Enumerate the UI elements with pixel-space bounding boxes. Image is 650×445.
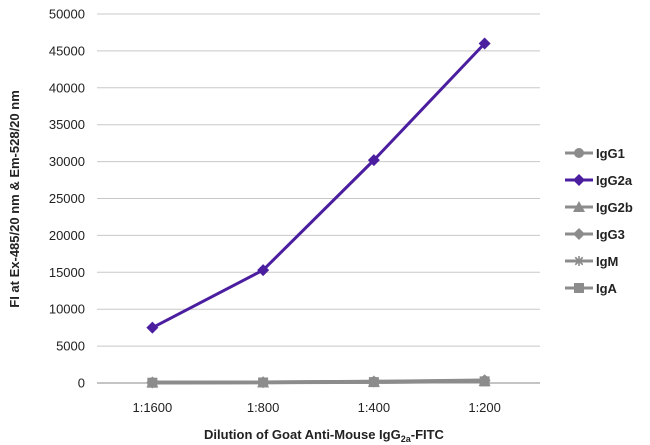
y-tick-label: 25000: [49, 191, 85, 206]
legend-marker-igg2b: [573, 201, 585, 212]
x-tick-label: 1:800: [247, 400, 280, 415]
legend-marker-igg3: [573, 228, 585, 240]
y-tick-label: 50000: [49, 7, 85, 22]
gridlines: [97, 13, 540, 384]
y-tick-label: 0: [78, 376, 85, 391]
legend-label-igm: IgM: [596, 254, 618, 269]
y-tick-label: 30000: [49, 154, 85, 169]
x-tick-label: 1:400: [358, 400, 391, 415]
x-tick-label: 1:200: [468, 400, 501, 415]
data-point-iga: [368, 377, 379, 388]
legend-marker-igg1: [574, 148, 584, 158]
x-axis-ticks: 1:1600 1:800 1:400 1:200: [132, 400, 500, 415]
legend-marker-igm: [574, 256, 584, 266]
data-point-igg2a: [146, 321, 159, 334]
legend-marker-iga: [574, 283, 584, 293]
y-tick-label: 35000: [49, 117, 85, 132]
legend-label-igg2b: IgG2b: [596, 200, 633, 215]
legend-label-igg3: IgG3: [596, 227, 625, 242]
series-lines: [146, 37, 491, 389]
x-tick-label: 1:1600: [132, 400, 172, 415]
y-tick-label: 45000: [49, 43, 85, 58]
legend-label-iga: IgA: [596, 281, 618, 296]
y-tick-label: 15000: [49, 265, 85, 280]
legend-marker-igg2a: [573, 174, 585, 186]
data-point-iga: [479, 376, 490, 387]
y-axis-ticks: 0 5000 10000 15000 20000 25000 30000 35000 40000…: [49, 7, 85, 391]
data-point-igg2a: [478, 37, 491, 50]
data-point-iga: [258, 377, 269, 388]
x-axis-title: Dilution of Goat Anti-Mouse IgG2a-FITC: [204, 427, 445, 444]
y-tick-label: 40000: [49, 80, 85, 95]
data-point-igg2a: [367, 154, 380, 167]
y-axis-title: FI at Ex-485/20 nm & Em-528/20 nm: [7, 90, 22, 307]
series-line-iga: [152, 379, 485, 385]
legend: IgG1 IgG2a IgG2b IgG3 IgM IgA: [565, 146, 633, 296]
legend-label-igg2a: IgG2a: [596, 173, 633, 188]
y-tick-label: 20000: [49, 228, 85, 243]
series-line-igg2a: [151, 42, 486, 329]
y-tick-label: 10000: [49, 302, 85, 317]
legend-label-igg1: IgG1: [596, 146, 625, 161]
data-point-igg2a: [257, 264, 270, 277]
data-point-iga: [147, 377, 158, 388]
y-tick-label: 5000: [56, 339, 85, 354]
